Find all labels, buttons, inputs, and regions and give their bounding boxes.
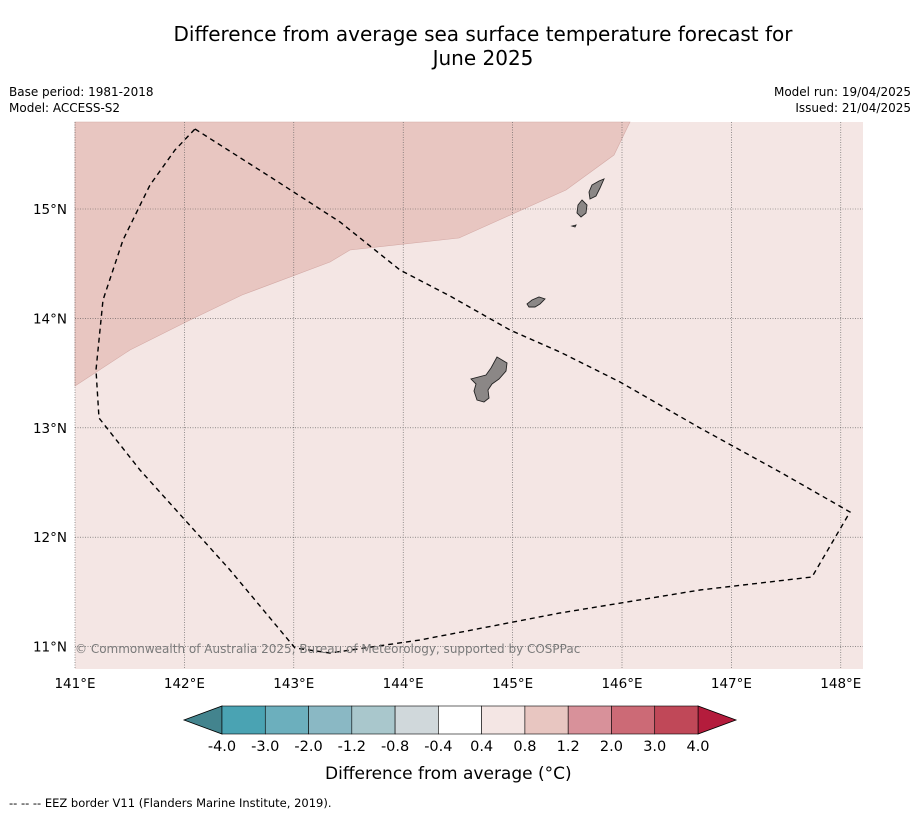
model-name: Model: ACCESS-S2 [9,101,121,115]
colorbar-segment [481,705,526,735]
colorbar: -4.0 -3.0 -2.0 -1.2 -0.8 -0.4 0.4 0.8 1.2 2.0 3.0 4… [182,705,738,755]
latitude-label: 11°N [33,640,67,656]
colorbar-tick-label: -1.2 [338,739,366,755]
meta-right: Model run: 19/04/2025 Issued: 21/04/2025 [774,84,911,116]
colorbar-segment [524,705,569,735]
saipan-island [588,178,605,200]
gridlines [74,122,863,669]
latitude-label: 14°N [33,311,67,327]
colorbar-tick-label: 1.2 [557,739,580,755]
rota-island [526,296,546,308]
colorbar-title: Difference from average (°C) [325,764,572,784]
model-run: Model run: 19/04/2025 [773,85,911,99]
copyright-text: © Commonwealth of Australia 2025, Bureau… [75,642,580,656]
colorbar-segment [394,705,439,735]
colorbar-segment [438,705,482,735]
colorbar-tick-label: 0.4 [470,739,493,755]
anomaly-region-0-8-to-1-2 [74,121,631,387]
longitude-label: 147°E [711,676,752,692]
latitude-labels: 15°N 14°N 13°N 12°N 11°N [33,202,67,656]
colorbar-segment [308,705,353,735]
longitude-label: 141°E [54,676,95,692]
colorbar-tick-label: -0.8 [381,739,409,755]
colorbar-tick-label: 3.0 [643,739,666,755]
colorbar-over-arrow [697,705,738,735]
colorbar-tick-label: -2.0 [294,739,322,755]
colorbar-tick-label: 2.0 [600,739,623,755]
map-title: Difference from average sea surface temp… [0,22,919,70]
colorbar-tick-label: -3.0 [251,739,279,755]
longitude-label: 143°E [273,676,314,692]
longitude-label: 142°E [164,676,205,692]
base-period: Base period: 1981-2018 [9,85,154,99]
islands [470,178,605,403]
longitude-label: 144°E [383,676,424,692]
colorbar-segment [611,705,656,735]
latitude-label: 15°N [33,202,67,218]
colorbar-segment [221,705,266,735]
longitude-label: 148°E [820,676,861,692]
colorbar-tick-label: 0.8 [513,739,536,755]
colorbar-segment [351,705,396,735]
meta-left: Base period: 1981-2018 Model: ACCESS-S2 [9,84,154,116]
title-line-2: June 2025 [432,46,534,70]
longitude-label: 145°E [492,676,533,692]
colorbar-under-arrow [182,705,223,735]
issued-date: Issued: 21/04/2025 [795,101,911,115]
guam-island [470,356,508,403]
colorbar-tick-label: 4.0 [686,739,709,755]
colorbar-tick-label: -4.0 [208,739,236,755]
title-line-1: Difference from average sea surface temp… [173,22,793,46]
eez-footnote: -- -- -- EEZ border V11 (Flanders Marine… [9,796,332,810]
colorbar-segment [567,705,612,735]
longitude-labels: 141°E 142°E 143°E 144°E 145°E 146°E 147°E 148°E [54,676,861,692]
latitude-label: 12°N [33,530,67,546]
eez-border [95,128,851,654]
colorbar-segment [654,705,699,735]
latitude-label: 13°N [33,421,67,437]
tinian-island [576,199,588,218]
colorbar-segment [264,705,309,735]
aguijan-islet [570,224,577,228]
longitude-label: 146°E [601,676,642,692]
colorbar-tick-label: -0.4 [424,739,452,755]
